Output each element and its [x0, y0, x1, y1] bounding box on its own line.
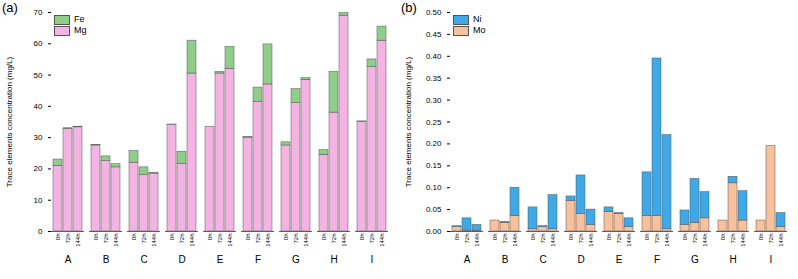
svg-text:0h: 0h [321, 234, 327, 241]
svg-text:72h: 72h [141, 234, 147, 244]
svg-text:0.00: 0.00 [426, 227, 442, 236]
svg-text:0h: 0h [245, 234, 251, 241]
svg-text:50: 50 [34, 71, 43, 80]
svg-text:B: B [103, 254, 110, 265]
svg-text:72h: 72h [730, 234, 736, 244]
svg-text:72h: 72h [540, 234, 546, 244]
svg-text:72h: 72h [369, 234, 375, 244]
svg-text:0h: 0h [720, 234, 726, 241]
svg-text:D: D [178, 254, 185, 265]
svg-text:144h: 144h [740, 234, 746, 247]
svg-text:144h: 144h [189, 234, 195, 247]
svg-text:144h: 144h [550, 234, 556, 247]
html-text:Ni: Ni [473, 14, 482, 24]
svg-text:0.40: 0.40 [426, 52, 442, 61]
svg-text:I: I [770, 254, 773, 265]
svg-text:72h: 72h [464, 234, 470, 244]
svg-text:72h: 72h [255, 234, 261, 244]
svg-text:H: H [330, 254, 337, 265]
svg-text:144h: 144h [303, 234, 309, 247]
svg-text:C: C [539, 254, 546, 265]
svg-text:40: 40 [34, 102, 43, 111]
svg-text:G: G [691, 254, 699, 265]
svg-text:0.30: 0.30 [426, 96, 442, 105]
svg-text:72h: 72h [65, 234, 71, 244]
svg-text:72h: 72h [768, 234, 774, 244]
svg-text:72h: 72h [331, 234, 337, 244]
svg-text:G: G [292, 254, 300, 265]
svg-text:0.10: 0.10 [426, 183, 442, 192]
svg-text:0h: 0h [207, 234, 213, 241]
svg-text:A: A [65, 254, 72, 265]
svg-text:144h: 144h [588, 234, 594, 247]
svg-text:0.15: 0.15 [426, 161, 442, 170]
svg-text:H: H [729, 254, 736, 265]
html-text:(b): (b) [401, 0, 417, 15]
svg-text:F: F [255, 254, 261, 265]
svg-text:144h: 144h [512, 234, 518, 247]
svg-text:0h: 0h [131, 234, 137, 241]
html-text:Fe: Fe [74, 14, 85, 24]
svg-text:Trace elements concentration (: Trace elements concentration (mg/L) [5, 56, 14, 187]
svg-text:144h: 144h [227, 234, 233, 247]
svg-text:0h: 0h [606, 234, 612, 241]
svg-text:0h: 0h [454, 234, 460, 241]
svg-text:72h: 72h [692, 234, 698, 244]
svg-text:0.35: 0.35 [426, 74, 442, 83]
svg-text:0h: 0h [682, 234, 688, 241]
svg-text:0h: 0h [169, 234, 175, 241]
svg-text:0.50: 0.50 [426, 8, 442, 17]
svg-text:72h: 72h [179, 234, 185, 244]
svg-text:0.20: 0.20 [426, 139, 442, 148]
svg-text:30: 30 [34, 133, 43, 142]
html-text:Mo: Mo [473, 25, 486, 35]
svg-text:C: C [140, 254, 147, 265]
svg-text:144h: 144h [265, 234, 271, 247]
svg-text:0h: 0h [530, 234, 536, 241]
svg-text:0.45: 0.45 [426, 30, 442, 39]
svg-text:72h: 72h [293, 234, 299, 244]
svg-text:144h: 144h [778, 234, 784, 247]
html-text:Mg: Mg [74, 25, 87, 35]
svg-text:0.25: 0.25 [426, 118, 442, 127]
svg-text:0.05: 0.05 [426, 205, 442, 214]
svg-text:72h: 72h [103, 234, 109, 244]
svg-text:0h: 0h [492, 234, 498, 241]
svg-text:144h: 144h [341, 234, 347, 247]
html-text:(a): (a) [2, 0, 18, 15]
svg-text:72h: 72h [616, 234, 622, 244]
svg-text:144h: 144h [626, 234, 632, 247]
svg-text:A: A [464, 254, 471, 265]
svg-text:0h: 0h [359, 234, 365, 241]
svg-text:144h: 144h [379, 234, 385, 247]
svg-text:B: B [502, 254, 509, 265]
svg-text:E: E [616, 254, 623, 265]
svg-text:0h: 0h [644, 234, 650, 241]
svg-text:72h: 72h [502, 234, 508, 244]
svg-text:0h: 0h [758, 234, 764, 241]
svg-text:144h: 144h [113, 234, 119, 247]
svg-text:144h: 144h [151, 234, 157, 247]
svg-text:10: 10 [34, 196, 43, 205]
svg-text:70: 70 [34, 8, 43, 17]
svg-text:72h: 72h [654, 234, 660, 244]
svg-text:72h: 72h [578, 234, 584, 244]
svg-text:F: F [654, 254, 660, 265]
svg-text:60: 60 [34, 39, 43, 48]
svg-text:0: 0 [38, 227, 43, 236]
svg-text:0h: 0h [568, 234, 574, 241]
svg-text:144h: 144h [474, 234, 480, 247]
svg-text:0h: 0h [283, 234, 289, 241]
svg-text:0h: 0h [93, 234, 99, 241]
svg-text:144h: 144h [702, 234, 708, 247]
svg-text:72h: 72h [217, 234, 223, 244]
svg-text:144h: 144h [664, 234, 670, 247]
svg-text:E: E [217, 254, 224, 265]
svg-text:Trace elements concentration (: Trace elements concentration (mg/L) [404, 56, 413, 187]
svg-text:I: I [371, 254, 374, 265]
svg-text:20: 20 [34, 164, 43, 173]
svg-text:144h: 144h [75, 234, 81, 247]
svg-text:0h: 0h [55, 234, 61, 241]
svg-text:D: D [577, 254, 584, 265]
